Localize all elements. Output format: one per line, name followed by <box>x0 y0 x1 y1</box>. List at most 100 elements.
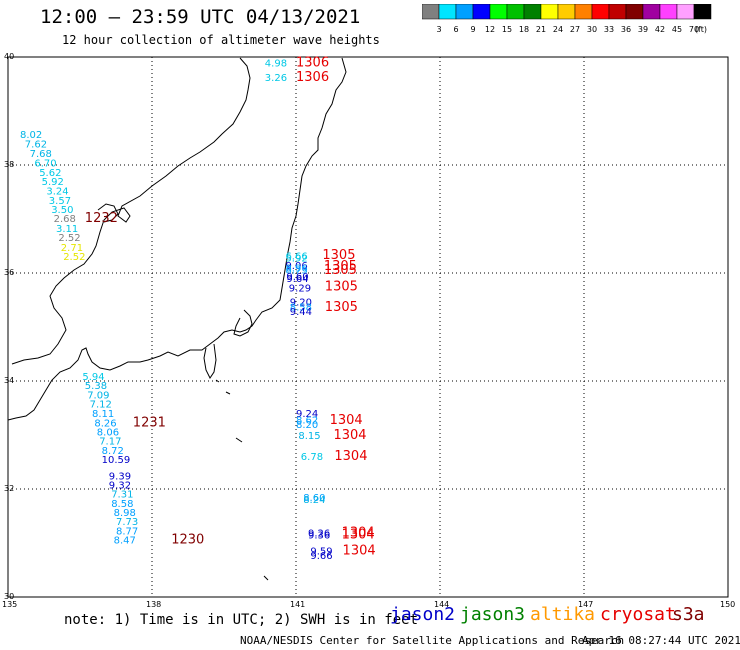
small-islands <box>215 379 269 581</box>
wave-height-value: 9.44 <box>290 307 312 318</box>
latitude-label: 38 <box>4 160 15 169</box>
legend-tick-label: 42 <box>655 25 665 34</box>
wave-height-value: 8.62 <box>296 416 318 427</box>
pass-time-label: 1305 <box>325 279 358 294</box>
footer-note: note: 1) Time is in UTC; 2) SWH is in fe… <box>64 612 419 628</box>
wave-height-value: 2.52 <box>63 252 85 263</box>
legend-tick-label: 12 <box>485 25 495 34</box>
legend-tick-label: 24 <box>553 25 563 34</box>
pass-time-label: 1231 <box>133 415 166 430</box>
longitude-label: 141 <box>290 600 306 609</box>
satellite-name: jason3 <box>460 604 526 625</box>
legend-swatch <box>693 4 712 20</box>
pass-time-label: 1304 <box>334 449 367 464</box>
legend-tick-label: 21 <box>536 25 546 34</box>
wave-height-value: 8.24 <box>303 495 325 506</box>
wave-height-value: 9.39 <box>109 471 131 482</box>
legend-tick-label: 9 <box>470 25 475 34</box>
pass-time-label: 1305 <box>322 248 355 263</box>
legend-tick-label: 70 <box>689 25 699 34</box>
wave-height-value: 8.15 <box>298 431 320 442</box>
wave-height-color-legend: 3 6 9 12 15 18 21 24 27 30 33 36 39 42 45 70(ft) <box>422 4 712 34</box>
wave-height-value: 3.26 <box>265 73 287 84</box>
wave-height-value: 9.64 <box>286 274 308 285</box>
longitude-label: 150 <box>720 600 736 609</box>
legend-tick-label: 27 <box>570 25 580 34</box>
wave-height-value: 8.06 <box>97 428 119 439</box>
honshu-north-coast <box>11 57 251 365</box>
wave-height-value: 2.68 <box>54 214 76 225</box>
wave-height-value: 5.94 <box>82 372 104 383</box>
wave-height-value: 8.26 <box>94 418 116 429</box>
map-subtitle: 12 hour collection of altimeter wave hei… <box>62 33 380 47</box>
legend-tick-label: 6 <box>453 25 458 34</box>
wave-height-value: 9.59 <box>310 546 332 557</box>
legend-tick-label: 45 <box>672 25 682 34</box>
wave-height-value: 2.52 <box>58 233 80 244</box>
wave-height-value: 4.98 <box>265 59 287 70</box>
wave-height-value: 9.29 <box>289 283 311 294</box>
wave-height-value: 9.66 <box>310 551 332 562</box>
wave-height-value: 2.71 <box>61 243 83 254</box>
wave-height-value: 8.96 <box>285 263 307 274</box>
pass-time-label: 1304 <box>343 543 376 558</box>
satellite-name: jason2 <box>390 604 456 625</box>
credit-text: NOAA/NESDIS Center for Satellite Applica… <box>240 634 625 647</box>
latitude-label: 36 <box>4 268 15 277</box>
wave-height-value: 3.57 <box>49 196 71 207</box>
longitude-label: 147 <box>578 600 594 609</box>
longitude-label: 135 <box>2 600 18 609</box>
pass-time-label: 1305 <box>324 259 357 274</box>
wave-height-value: 8.98 <box>114 508 136 519</box>
legend-tick-label: 30 <box>587 25 597 34</box>
legend-tick-label: 39 <box>638 25 648 34</box>
pass-time-label: 1305 <box>324 263 357 278</box>
wave-height-value: 6.66 <box>285 252 307 263</box>
generated-timestamp: Apr 16 08:27:44 UTC 2021 <box>582 634 740 647</box>
wave-height-value: 9.60 <box>286 272 308 283</box>
wave-height-value: 5.38 <box>85 381 107 392</box>
noto-peninsula <box>97 203 119 223</box>
pass-time-label: 1232 <box>85 211 118 226</box>
pass-time-label: 1304 <box>342 528 375 543</box>
wave-height-value: 5.92 <box>42 177 64 188</box>
wave-height-value: 8.60 <box>303 493 325 504</box>
wave-height-value: 7.09 <box>87 390 109 401</box>
wave-height-value: 9.36 <box>308 531 330 542</box>
wave-height-value: 3.11 <box>56 224 78 235</box>
legend-unit: (ft) <box>695 25 707 34</box>
pass-time-label: 1306 <box>296 70 329 85</box>
coastline <box>7 57 347 581</box>
longitude-label: 144 <box>434 600 450 609</box>
map-frame <box>7 56 729 598</box>
latitude-label: 34 <box>4 376 15 385</box>
wave-height-value: 7.12 <box>90 399 112 410</box>
longitude-label: 138 <box>146 600 162 609</box>
wave-height-value: 9.20 <box>290 297 312 308</box>
wave-height-value: 3.24 <box>46 187 68 198</box>
wave-height-value: 8.58 <box>111 499 133 510</box>
wave-height-value: 7.73 <box>116 517 138 528</box>
wave-height-value: 5.92 <box>285 254 307 265</box>
satellite-name: s3a <box>672 604 705 625</box>
wave-height-value: 6.70 <box>34 159 56 170</box>
pass-time-label: 1230 <box>171 533 204 548</box>
legend-tick-label: 36 <box>621 25 631 34</box>
wave-height-value: 8.58 <box>290 302 312 313</box>
wave-height-value: 9.24 <box>296 409 318 420</box>
wave-height-value: 7.68 <box>30 149 52 160</box>
wave-height-value: 8.11 <box>92 409 114 420</box>
izu-peninsula <box>203 343 217 379</box>
wave-height-value: 7.62 <box>25 140 47 151</box>
wave-height-value: 6.78 <box>301 452 323 463</box>
pass-time-label: 1305 <box>325 300 358 315</box>
wave-height-value: 9.06 <box>285 261 307 272</box>
wave-height-value: 7.31 <box>111 490 133 501</box>
wave-height-value: 9.26 <box>308 529 330 540</box>
wave-height-value: 8.72 <box>102 446 124 457</box>
wave-height-value: 8.73 <box>285 266 307 277</box>
wave-height-value: 5.62 <box>39 168 61 179</box>
pass-time-label: 1304 <box>330 413 363 428</box>
latitude-label: 32 <box>4 484 15 493</box>
